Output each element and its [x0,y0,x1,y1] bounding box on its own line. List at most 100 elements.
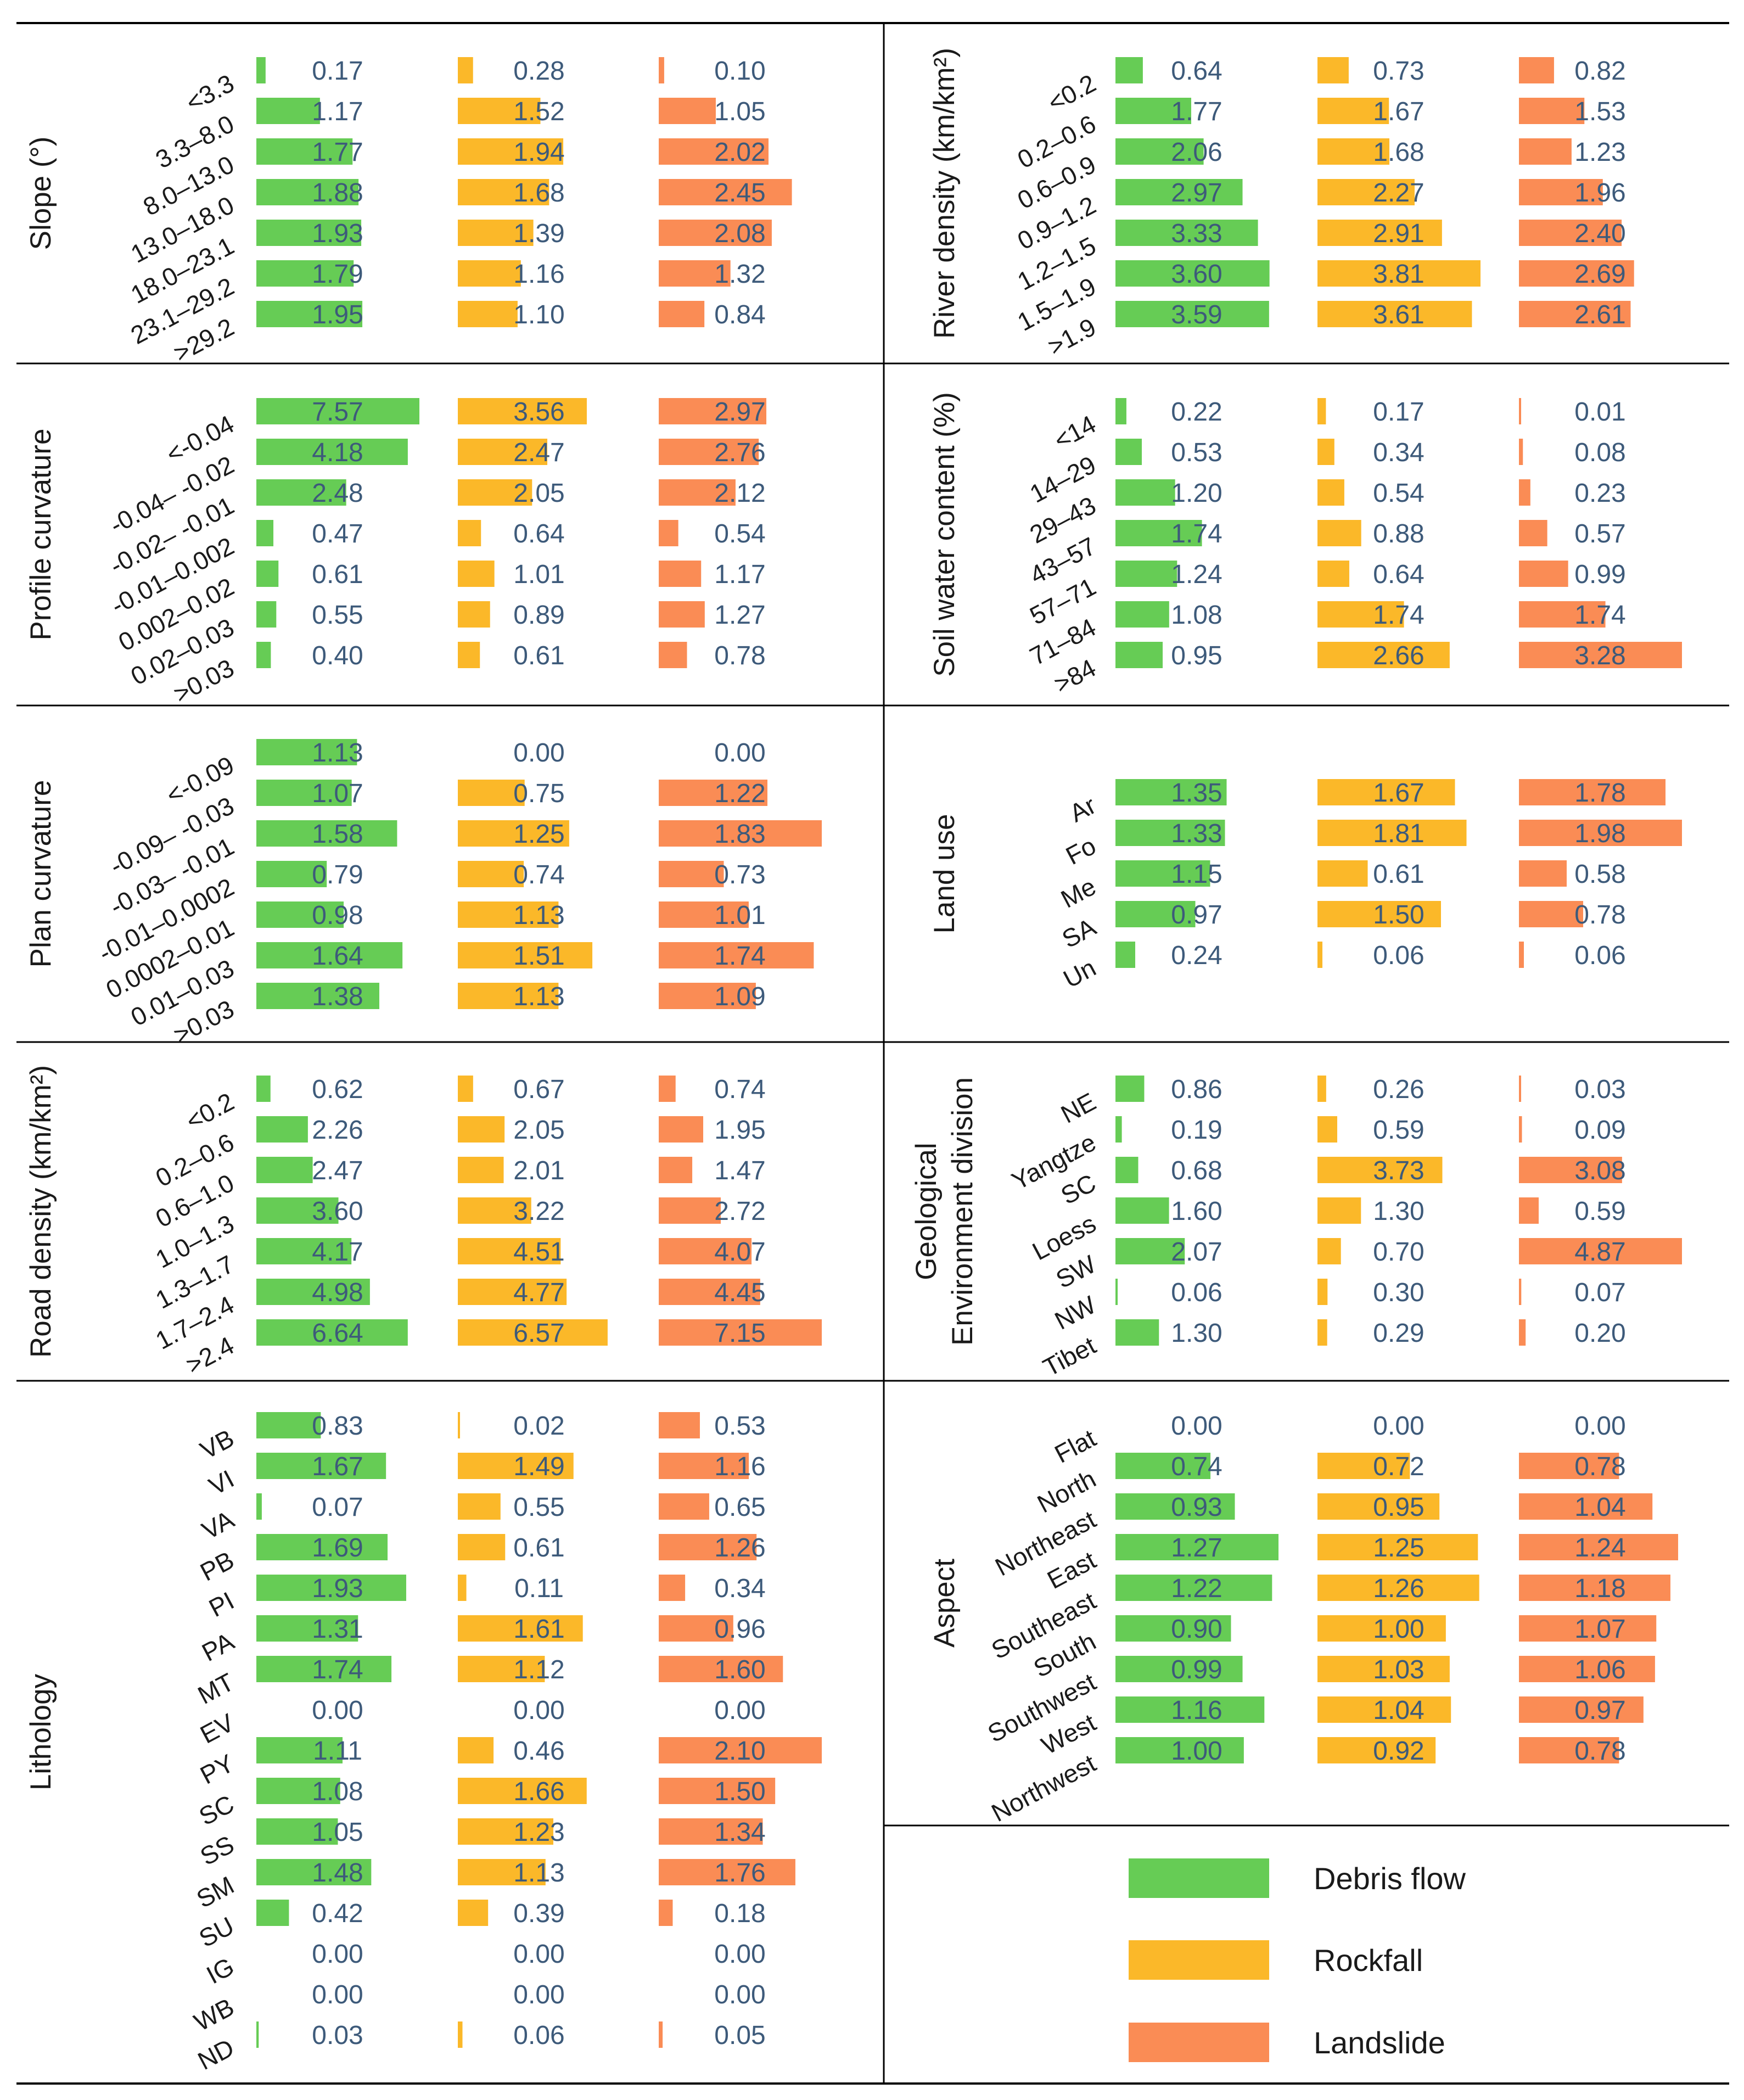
value-label: 1.95 [714,1116,765,1145]
bar-landslide [659,642,687,668]
bar-debris-flow [1115,1696,1265,1723]
value-label: 1.04 [1373,1696,1424,1725]
value-label: 0.06 [513,2021,564,2050]
bar-landslide [659,983,756,1009]
bar-rockfall [458,601,490,628]
bar-debris-flow [256,1615,358,1642]
bar-landslide [659,1534,757,1560]
value-label: 1.74 [714,942,765,971]
value-label: 1.31 [312,1615,363,1644]
bar-landslide [1519,1076,1521,1102]
value-label: 0.78 [1574,1452,1625,1481]
value-label: 3.08 [1574,1156,1625,1185]
bar-debris-flow [256,1818,338,1845]
bar-debris-flow [1115,1116,1122,1143]
legend-label-rockfall: Rockfall [1314,1943,1423,1978]
value-label: 0.72 [1373,1452,1424,1481]
value-label: 1.51 [513,942,564,971]
value-label: 1.48 [312,1858,363,1888]
legend-swatch-debris-flow [1129,1858,1269,1898]
bar-debris-flow [256,739,357,765]
value-label: 1.58 [312,820,363,849]
value-label: 2.07 [1171,1237,1222,1267]
value-label: 2.05 [513,1116,564,1145]
value-label: 0.79 [312,860,363,889]
bar-debris-flow [256,1076,271,1102]
bar-debris-flow [1115,901,1196,927]
value-label: 1.16 [1171,1696,1222,1725]
value-label: 1.11 [313,1737,362,1766]
bar-debris-flow [1115,1615,1231,1642]
value-label: 1.03 [1373,1655,1424,1684]
value-label: 7.57 [312,397,363,427]
bar-debris-flow [1115,1319,1159,1346]
bar-rockfall [458,1656,545,1682]
bar-landslide [1519,601,1606,628]
bar-debris-flow [256,1656,392,1682]
value-label: 1.34 [714,1818,765,1847]
bar-debris-flow [256,1279,370,1305]
value-label: 1.95 [312,300,363,329]
value-label: 1.69 [312,1533,363,1563]
value-label: 0.07 [1574,1278,1625,1307]
value-label: 0.61 [513,641,564,670]
value-label: 0.54 [714,519,765,548]
bar-rockfall [458,1157,504,1183]
value-label: 0.02 [513,1412,564,1441]
bar-landslide [1519,1319,1526,1346]
bar-rockfall [458,1197,531,1224]
bar-landslide [1519,1615,1657,1642]
bar-landslide [1519,1197,1539,1224]
bar-debris-flow [256,942,403,968]
bar-landslide [659,260,731,287]
value-label: 2.91 [1373,219,1424,248]
value-label: 1.66 [513,1777,564,1806]
panel-title: Profile curvature [25,429,57,641]
value-label: 0.55 [312,601,363,630]
value-label: 2.97 [714,397,765,427]
value-label: 1.16 [714,1452,765,1481]
value-label: 0.62 [312,1075,363,1104]
bar-rockfall [1317,398,1326,424]
panel-title: Slope (°) [25,137,57,250]
value-label: 1.05 [312,1818,363,1847]
bar-landslide [659,1575,686,1601]
value-label: 2.69 [1574,260,1625,289]
value-label: 3.60 [312,1197,363,1226]
value-label: 1.13 [513,901,564,930]
bar-debris-flow [256,1778,340,1804]
value-label: 1.00 [1373,1615,1424,1644]
bar-landslide [1519,398,1521,424]
value-label: 1.67 [1373,97,1424,126]
value-label: 1.67 [1373,779,1424,808]
table-grid [16,22,1729,2085]
bar-debris-flow [256,301,363,327]
value-label: 1.27 [714,601,765,630]
bar-rockfall [458,1076,473,1102]
value-label: 0.28 [513,57,564,86]
value-label: 1.67 [312,1452,363,1481]
value-label: 1.20 [1171,479,1222,508]
bar-landslide [1519,642,1682,668]
value-label: 0.95 [1171,641,1222,670]
value-label: 1.00 [1171,1737,1222,1766]
value-label: 1.18 [1574,1574,1625,1603]
bar-landslide [659,57,664,83]
value-label: 1.22 [1171,1574,1222,1603]
value-label: 1.77 [312,138,363,167]
bar-rockfall [1317,1656,1450,1682]
bar-rockfall [458,2021,463,2048]
value-label: 0.00 [312,1940,363,1969]
legend-label-debris-flow: Debris flow [1314,1861,1466,1896]
value-label: 0.00 [513,1696,564,1725]
bar-rockfall [1317,1238,1341,1264]
value-label: 3.33 [1171,219,1222,248]
bar-landslide [659,1116,703,1143]
value-label: 3.56 [513,397,564,427]
value-label: 0.57 [1574,519,1625,548]
bar-rockfall [458,1778,587,1804]
bar-rockfall [1317,138,1389,165]
value-label: 0.74 [1171,1452,1222,1481]
bar-debris-flow [1115,642,1163,668]
value-label: 1.74 [1574,601,1625,630]
